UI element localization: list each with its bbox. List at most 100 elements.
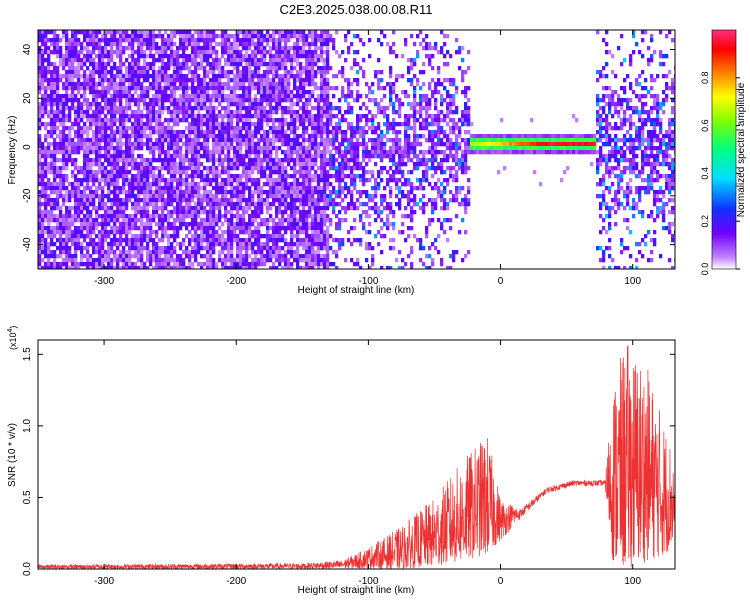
spectrogram-cell: [158, 142, 162, 147]
spectrogram-cell: [92, 34, 96, 39]
spectrogram-cell: [62, 186, 66, 191]
spectrogram-cell: [83, 70, 87, 75]
spectrogram-cell: [107, 174, 111, 179]
spectrogram-cell: [125, 146, 129, 151]
spectrogram-cell: [215, 66, 219, 71]
spectrogram-cell: [161, 166, 165, 171]
spectrogram-cell: [209, 166, 213, 171]
spectrogram-cell: [95, 70, 99, 75]
spectrogram-cell: [68, 182, 72, 187]
spectrogram-cell: [218, 34, 222, 39]
spectrogram-cell: [149, 162, 153, 167]
spectrogram-cell: [74, 254, 78, 259]
spectrogram-cell: [254, 66, 258, 71]
spectrogram-cell: [245, 126, 249, 131]
spectrogram-cell: [92, 30, 96, 35]
spectrogram-cell: [230, 90, 234, 95]
spectrogram-cell: [263, 78, 267, 83]
spectrogram-cell: [92, 242, 96, 247]
spectrogram-cell: [113, 86, 117, 91]
spectrogram-cell: [308, 190, 312, 195]
spectrogram-cell: [113, 226, 117, 231]
spectrogram-cell: [62, 194, 66, 199]
spectrogram-cell: [320, 258, 324, 263]
spectrogram-cell: [188, 182, 192, 187]
spectrogram-cell: [155, 230, 159, 235]
spectrogram-cell: [299, 134, 303, 139]
spectrogram-cell: [59, 114, 63, 119]
spectrogram-cell: [242, 226, 246, 231]
spectrogram-cell: [284, 262, 288, 267]
spectrogram-cell: [128, 38, 132, 43]
spectrogram-cell: [248, 206, 252, 211]
spectrogram-cell: [38, 142, 42, 147]
spectrogram-cell: [38, 86, 42, 91]
spectrogram-cell: [251, 202, 255, 207]
spectrogram-cell: [284, 174, 288, 179]
spectrogram-cell: [80, 194, 84, 199]
spectrogram-cell: [104, 230, 108, 235]
spectrogram-cell: [44, 194, 48, 199]
spectrogram-cell: [110, 82, 114, 87]
spectrogram-cell: [80, 258, 84, 263]
spectrogram-cell: [314, 174, 318, 179]
spectrogram-cell: [149, 262, 153, 267]
spectrogram-cell: [80, 246, 84, 251]
spectrogram-cell: [206, 130, 210, 135]
spectrogram-cell: [68, 258, 72, 263]
spectrogram-cell: [236, 254, 240, 259]
spectrogram-cell: [47, 98, 51, 103]
spectrogram-cell: [329, 182, 333, 187]
spectrogram-cell: [263, 110, 267, 115]
spectrogram-cell: [269, 266, 273, 269]
spectrogram-cell: [317, 242, 321, 247]
spectrogram-cell: [185, 138, 189, 143]
spectrogram-cell: [140, 30, 144, 35]
spectrogram-cell: [269, 34, 273, 39]
spectrogram-cell: [251, 82, 255, 87]
spectrogram-cell: [314, 134, 318, 139]
spectrogram-cell: [239, 190, 243, 195]
spectrogram-cell: [320, 50, 324, 55]
spectrogram-cell: [194, 50, 198, 55]
spectrogram-cell: [131, 246, 135, 251]
spectrogram-cell: [185, 202, 189, 207]
spectrogram-cell: [104, 78, 108, 83]
spectrogram-cell: [326, 110, 330, 115]
spectrogram-cell: [290, 58, 294, 63]
spectrogram-cell: [242, 214, 246, 219]
spectrogram-cell: [68, 266, 72, 269]
spectrogram-cell: [203, 114, 207, 119]
spectrogram-cell: [68, 234, 72, 239]
spectrogram-cell: [41, 202, 45, 207]
spectrogram-cell: [131, 202, 135, 207]
spectrogram-cell: [149, 50, 153, 55]
spectrogram-cell: [83, 158, 87, 163]
spectrogram-cell: [296, 126, 300, 131]
spectrogram-cell: [89, 210, 93, 215]
spectrogram-cell: [191, 198, 195, 203]
spectrogram-cell: [263, 190, 267, 195]
spectrogram-cell: [56, 198, 60, 203]
spectrogram-cell: [251, 250, 255, 255]
spectrogram-cell: [119, 110, 123, 115]
spectrogram-cell: [86, 126, 90, 131]
spectrogram-cell: [290, 158, 294, 163]
spectrogram-cell: [77, 246, 81, 251]
spectrogram-cell: [167, 178, 171, 183]
spectrogram-cell: [113, 42, 117, 47]
spectrogram-cell: [338, 118, 342, 123]
spectrogram-cell: [290, 130, 294, 135]
spectrogram-cell: [302, 166, 306, 171]
spectrogram-cell: [62, 162, 66, 167]
spectrogram-cell: [119, 174, 123, 179]
spectrogram-cell: [290, 174, 294, 179]
spectrogram-cell: [149, 82, 153, 87]
spectrogram-cell: [77, 98, 81, 103]
spectrogram-cell: [65, 250, 69, 255]
spectrogram-cell: [221, 82, 225, 87]
spectrogram-cell: [131, 218, 135, 223]
spectrogram-cell: [317, 226, 321, 231]
spectrogram-cell: [167, 162, 171, 167]
spectrogram-cell: [293, 50, 297, 55]
